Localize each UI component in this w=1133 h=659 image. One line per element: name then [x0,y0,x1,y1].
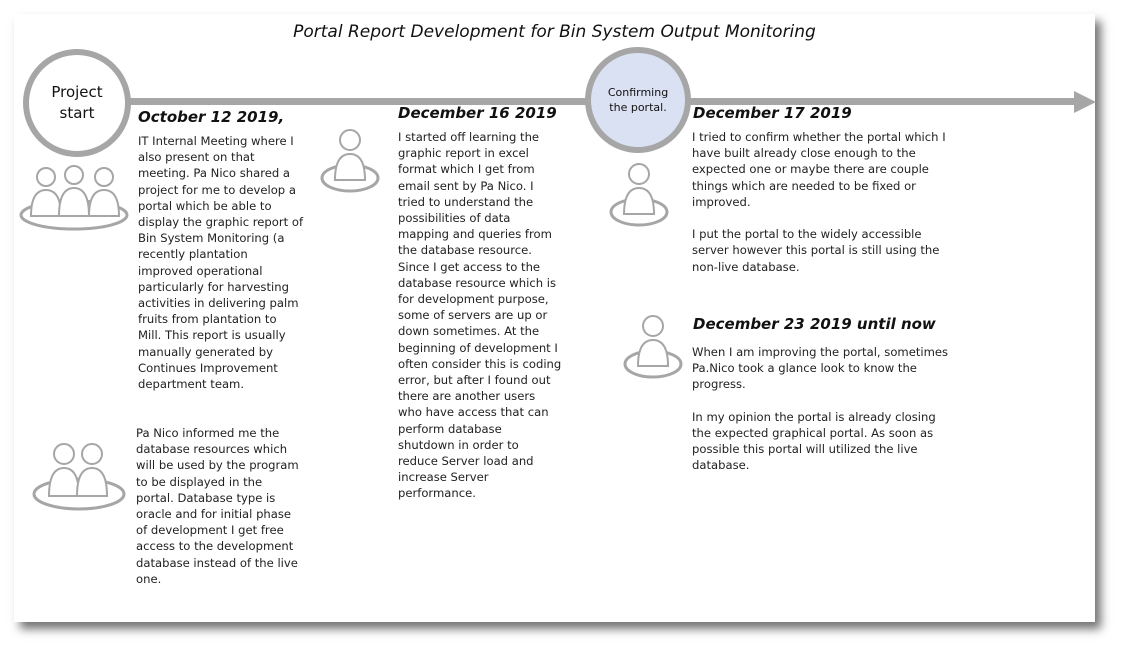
diagram-canvas [14,14,1095,622]
entry-date-dec-23: December 23 2019 until now [693,315,936,333]
two-people-icon [32,443,126,511]
three-people-icon [19,165,129,231]
entry-date-dec-17: December 17 2019 [693,104,852,122]
entry-date-dec-16: December 16 2019 [398,104,557,122]
milestone-project-start: Project start [23,49,131,157]
person-icon [609,163,669,227]
entry-text-dec-23: When I am improving the portal, sometime… [692,345,949,473]
person-icon [320,129,380,193]
entry-text-dec-17: I tried to confirm whether the portal wh… [692,130,946,274]
milestone-start-label: Project start [51,83,103,122]
entry-text-dec-16: I started off learning the graphic repor… [398,130,562,501]
person-icon [623,315,683,379]
entry-text-oct-12: IT Internal Meeting where I also present… [138,134,304,392]
milestone-confirming-portal: Confirming the portal. [585,47,691,153]
timeline-arrowhead-icon [1074,91,1096,113]
entry-text-db-resources: Pa Nico informed me the database resourc… [136,426,299,586]
diagram-title: Portal Report Development for Bin System… [293,22,816,42]
milestone-confirm-label: Confirming the portal. [607,86,669,114]
entry-date-oct-12: October 12 2019, [138,108,285,126]
